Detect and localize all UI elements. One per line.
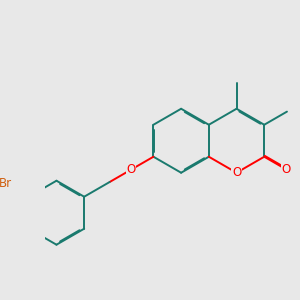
Text: O: O	[282, 163, 291, 176]
Text: O: O	[232, 166, 241, 179]
Text: O: O	[127, 163, 136, 176]
Text: Br: Br	[0, 177, 12, 190]
